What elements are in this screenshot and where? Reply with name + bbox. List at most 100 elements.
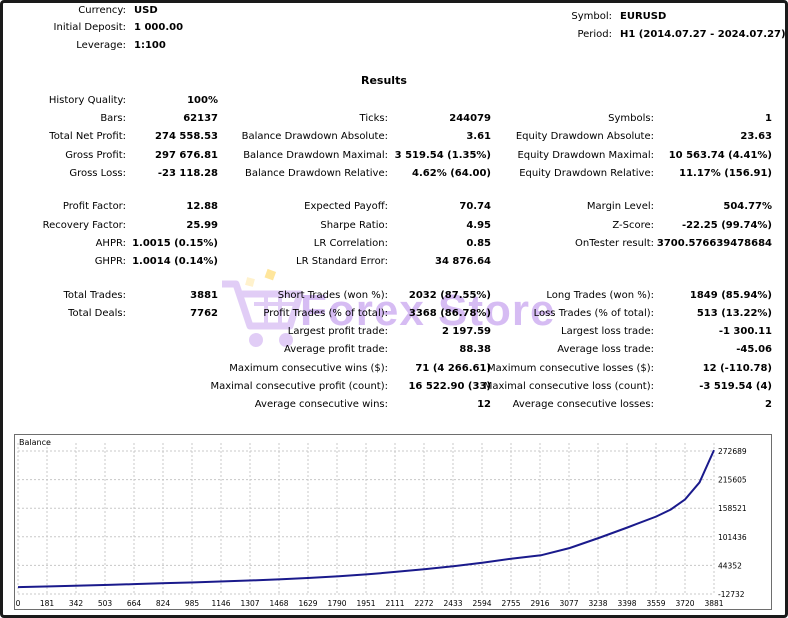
maximal-consec-loss-value: -3 519.54 (4) bbox=[699, 381, 772, 392]
total-trades-label: Total Trades: bbox=[63, 290, 127, 301]
x-tick-label: 0 bbox=[16, 599, 21, 608]
x-tick-label: 503 bbox=[98, 599, 113, 608]
avg-consec-wins-value: 12 bbox=[477, 399, 491, 410]
maximal-consec-profit-value: 16 522.90 (33) bbox=[408, 381, 491, 392]
balance-dd-rel-value: 4.62% (64.00) bbox=[412, 168, 491, 179]
avg-profit-value: 88.38 bbox=[459, 344, 491, 355]
sharpe-ratio-label: Sharpe Ratio: bbox=[320, 220, 388, 231]
chart-grid bbox=[17, 443, 715, 595]
x-tick-label: 985 bbox=[185, 599, 200, 608]
long-trades-value: 1849 (85.94%) bbox=[689, 290, 772, 301]
ticks-label: Ticks: bbox=[359, 113, 388, 124]
sharpe-ratio-value: 4.95 bbox=[466, 220, 491, 231]
short-trades-label: Short Trades (won %): bbox=[277, 290, 388, 301]
equity-dd-max-value: 10 563.74 (4.41%) bbox=[668, 150, 772, 161]
equity-dd-abs-value: 23.63 bbox=[740, 131, 772, 142]
expected-payoff-value: 70.74 bbox=[459, 201, 491, 212]
initial-deposit-label: Initial Deposit: bbox=[53, 22, 126, 33]
x-tick-label: 1951 bbox=[356, 599, 375, 608]
x-tick-label: 2916 bbox=[530, 599, 549, 608]
profit-factor-label: Profit Factor: bbox=[62, 201, 126, 212]
avg-loss-label: Average loss trade: bbox=[557, 344, 654, 355]
maximal-consec-profit-label: Maximal consecutive profit (count): bbox=[210, 381, 388, 392]
symbols-label: Symbols: bbox=[608, 113, 654, 124]
watermark-text: Forex Store bbox=[300, 286, 556, 335]
ontester-value: 3700.576639478684 bbox=[656, 238, 772, 249]
currency-value: USD bbox=[134, 5, 158, 16]
x-tick-label: 3238 bbox=[588, 599, 607, 608]
leverage-value: 1:100 bbox=[134, 40, 166, 51]
loss-trades-value: 513 (13.22%) bbox=[696, 308, 772, 319]
z-score-value: -22.25 (99.74%) bbox=[681, 220, 772, 231]
largest-profit-value: 2 197.59 bbox=[441, 326, 491, 337]
max-consec-wins-label: Maximum consecutive wins ($): bbox=[229, 363, 388, 374]
ghpr-value: 1.0014 (0.14%) bbox=[132, 256, 218, 267]
x-tick-label: 1790 bbox=[327, 599, 346, 608]
x-tick-label: 3077 bbox=[559, 599, 578, 608]
lr-std-error-value: 34 876.64 bbox=[435, 256, 491, 267]
x-tick-label: 3559 bbox=[646, 599, 665, 608]
ticks-value: 244079 bbox=[449, 113, 491, 124]
largest-loss-value: -1 300.11 bbox=[718, 326, 772, 337]
bars-value: 62137 bbox=[183, 113, 218, 124]
gross-profit-label: Gross Profit: bbox=[65, 150, 126, 161]
ontester-label: OnTester result: bbox=[574, 238, 654, 249]
balance-dd-rel-label: Balance Drawdown Relative: bbox=[244, 168, 388, 179]
y-tick-label: 215605 bbox=[718, 476, 747, 485]
x-tick-label: 342 bbox=[69, 599, 84, 608]
y-tick-label: 101436 bbox=[718, 533, 747, 542]
x-tick-label: 3720 bbox=[675, 599, 694, 608]
results-title: Results bbox=[361, 74, 407, 87]
expected-payoff-label: Expected Payoff: bbox=[304, 201, 388, 212]
period-label: Period: bbox=[577, 29, 612, 40]
max-consec-wins-value: 71 (4 266.61) bbox=[415, 363, 491, 374]
symbol-label: Symbol: bbox=[571, 11, 612, 22]
x-tick-label: 2272 bbox=[414, 599, 433, 608]
margin-level-label: Margin Level: bbox=[586, 201, 654, 212]
symbols-value: 1 bbox=[765, 113, 772, 124]
history-quality-label: History Quality: bbox=[48, 95, 126, 106]
x-tick-label: 181 bbox=[40, 599, 55, 608]
gross-loss-value: -23 118.28 bbox=[157, 168, 218, 179]
period-value: H1 (2014.07.27 - 2024.07.27) bbox=[620, 29, 786, 40]
chart-frame bbox=[14, 434, 772, 610]
equity-dd-max-label: Equity Drawdown Maximal: bbox=[517, 150, 654, 161]
avg-consec-wins-label: Average consecutive wins: bbox=[254, 399, 388, 410]
total-trades-value: 3881 bbox=[190, 290, 218, 301]
x-tick-label: 2111 bbox=[385, 599, 404, 608]
y-tick-label: -12732 bbox=[718, 590, 745, 599]
largest-loss-label: Largest loss trade: bbox=[561, 326, 654, 337]
ahpr-value: 1.0015 (0.15%) bbox=[132, 238, 218, 249]
chart-x-ticks: 0 181 342 503 664 824 985 1146 1307 1468 1629 1790 1… bbox=[16, 599, 724, 608]
chart-y-ticks: 272689 215605 158521 101436 44352 -12732 bbox=[718, 447, 747, 599]
lr-correlation-label: LR Correlation: bbox=[313, 238, 388, 249]
symbol-value: EURUSD bbox=[620, 11, 667, 22]
lr-std-error-label: LR Standard Error: bbox=[296, 256, 388, 267]
chart-title: Balance bbox=[19, 438, 51, 447]
x-tick-label: 1629 bbox=[298, 599, 317, 608]
profit-trades-label: Profit Trades (% of total): bbox=[263, 308, 388, 319]
x-tick-label: 2594 bbox=[472, 599, 491, 608]
x-tick-label: 3881 bbox=[704, 599, 723, 608]
gross-profit-value: 297 676.81 bbox=[155, 150, 218, 161]
recovery-factor-label: Recovery Factor: bbox=[42, 220, 126, 231]
bars-label: Bars: bbox=[100, 113, 126, 124]
balance-dd-max-value: 3 519.54 (1.35%) bbox=[394, 150, 491, 161]
max-consec-losses-label: Maximum consecutive losses ($): bbox=[487, 363, 654, 374]
loss-trades-label: Loss Trades (% of total): bbox=[533, 308, 654, 319]
avg-loss-value: -45.06 bbox=[736, 344, 772, 355]
z-score-label: Z-Score: bbox=[612, 220, 654, 231]
recovery-factor-value: 25.99 bbox=[186, 220, 218, 231]
equity-dd-rel-label: Equity Drawdown Relative: bbox=[519, 168, 654, 179]
history-quality-value: 100% bbox=[187, 95, 218, 106]
profit-trades-value: 3368 (86.78%) bbox=[408, 308, 491, 319]
initial-deposit-value: 1 000.00 bbox=[134, 22, 184, 33]
avg-profit-label: Average profit trade: bbox=[283, 344, 388, 355]
x-tick-label: 1307 bbox=[240, 599, 259, 608]
ghpr-label: GHPR: bbox=[94, 256, 126, 267]
x-tick-label: 2755 bbox=[501, 599, 520, 608]
y-tick-label: 272689 bbox=[718, 447, 747, 456]
x-tick-label: 3398 bbox=[617, 599, 636, 608]
short-trades-value: 2032 (87.55%) bbox=[408, 290, 491, 301]
total-deals-label: Total Deals: bbox=[68, 308, 126, 319]
